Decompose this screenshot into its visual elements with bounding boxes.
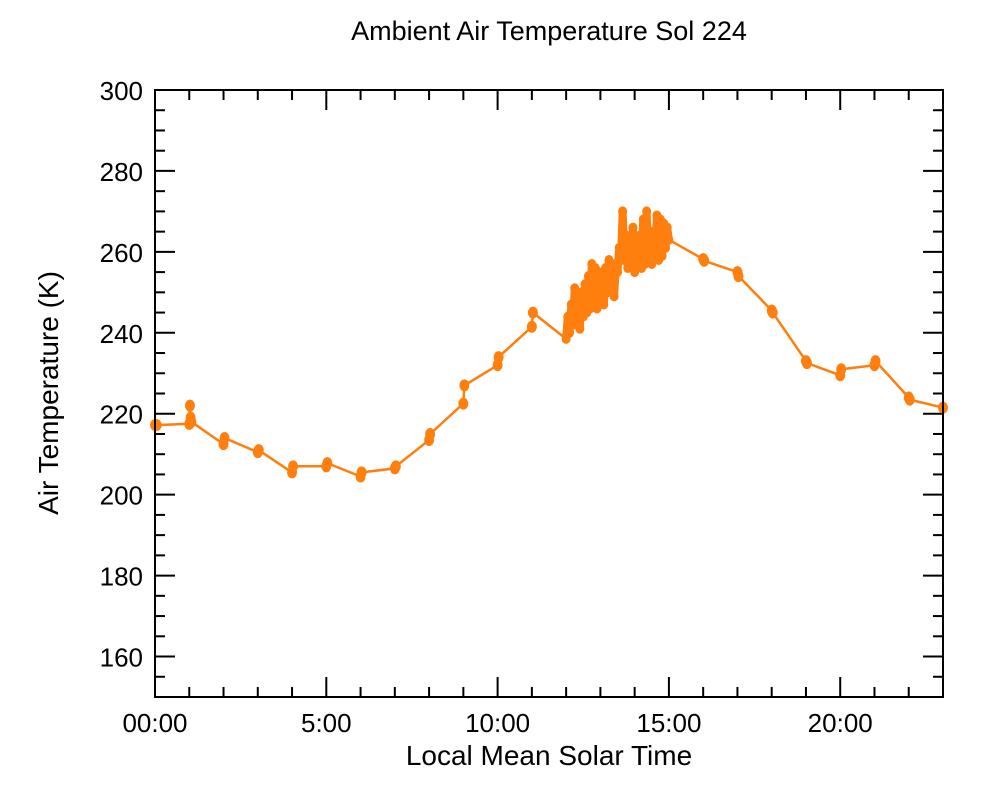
y-tick-label: 200 — [100, 481, 143, 511]
data-point — [253, 444, 264, 457]
y-tick-label: 160 — [100, 643, 143, 673]
x-tick-labels: 00:00 5:00 10:00 15:00 20:00 — [122, 708, 872, 738]
data-point — [425, 427, 436, 440]
x-tick-label: 15:00 — [636, 708, 701, 738]
data-point — [493, 351, 504, 364]
data-point — [836, 363, 847, 376]
data-point — [390, 460, 401, 473]
axis-ticks — [154, 89, 944, 698]
x-tick-label: 20:00 — [808, 708, 873, 738]
data-point — [288, 460, 299, 473]
y-tick-label: 280 — [100, 157, 143, 187]
data-point — [356, 466, 367, 479]
data-point — [801, 357, 812, 370]
y-tick-label: 240 — [100, 319, 143, 349]
data-point — [322, 457, 333, 470]
data-point — [459, 379, 470, 392]
chart-title: Ambient Air Temperature Sol 224 — [351, 16, 747, 46]
x-axis-label: Local Mean Solar Time — [406, 740, 692, 771]
data-point — [219, 432, 230, 445]
data-point — [767, 306, 778, 319]
data-point — [699, 254, 710, 267]
y-tick-label: 220 — [100, 400, 143, 430]
data-point — [904, 393, 915, 406]
x-tick-label: 00:00 — [122, 708, 187, 738]
series-dense-band — [562, 207, 673, 343]
data-point — [184, 399, 195, 412]
data-point — [870, 355, 881, 368]
data-point — [526, 320, 537, 333]
data-point — [733, 270, 744, 283]
data-point — [186, 415, 197, 428]
x-tick-label: 10:00 — [465, 708, 530, 738]
data-point — [151, 419, 162, 432]
series-line — [155, 210, 944, 478]
y-tick-label: 180 — [100, 562, 143, 592]
x-tick-label: 5:00 — [301, 708, 352, 738]
y-tick-label: 300 — [100, 76, 143, 106]
y-tick-label: 260 — [100, 238, 143, 268]
y-tick-labels: 160 180 200 220 240 260 280 300 — [100, 76, 143, 673]
plot-area — [150, 206, 948, 483]
data-point — [458, 397, 469, 410]
data-point — [527, 306, 538, 319]
y-axis-label: Air Temperature (K) — [33, 271, 64, 515]
axes-frame — [154, 89, 944, 698]
